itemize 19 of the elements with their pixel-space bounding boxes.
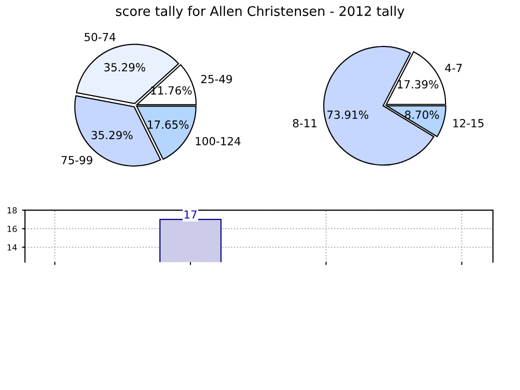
data-label: 35.29% xyxy=(92,130,133,140)
slice-label: 4-7 xyxy=(445,64,462,72)
data-label: 11.76% xyxy=(151,86,192,95)
data-label: 17.39% xyxy=(398,80,438,89)
data-label: 8.70% xyxy=(405,110,439,119)
slice-label: 12-15 xyxy=(453,119,484,128)
data-label: 73.91% xyxy=(327,110,368,119)
data-label: 17 xyxy=(184,210,197,219)
y-tick-label: 16 xyxy=(8,226,17,232)
slice-label: 100-124 xyxy=(196,136,240,146)
data-label: 17.65% xyxy=(148,120,189,129)
y-tick-label: 18 xyxy=(8,207,17,214)
slice-label: 50-74 xyxy=(84,32,116,42)
data-label: 35.29% xyxy=(104,63,146,72)
y-tick-label: 14 xyxy=(8,244,17,250)
slice-label: 25-49 xyxy=(201,74,232,84)
slice-label: 8-11 xyxy=(292,118,316,128)
chart-title: score tally for Allen Christensen - 2012 tally xyxy=(116,6,404,19)
slice-label: 75-99 xyxy=(62,156,92,164)
